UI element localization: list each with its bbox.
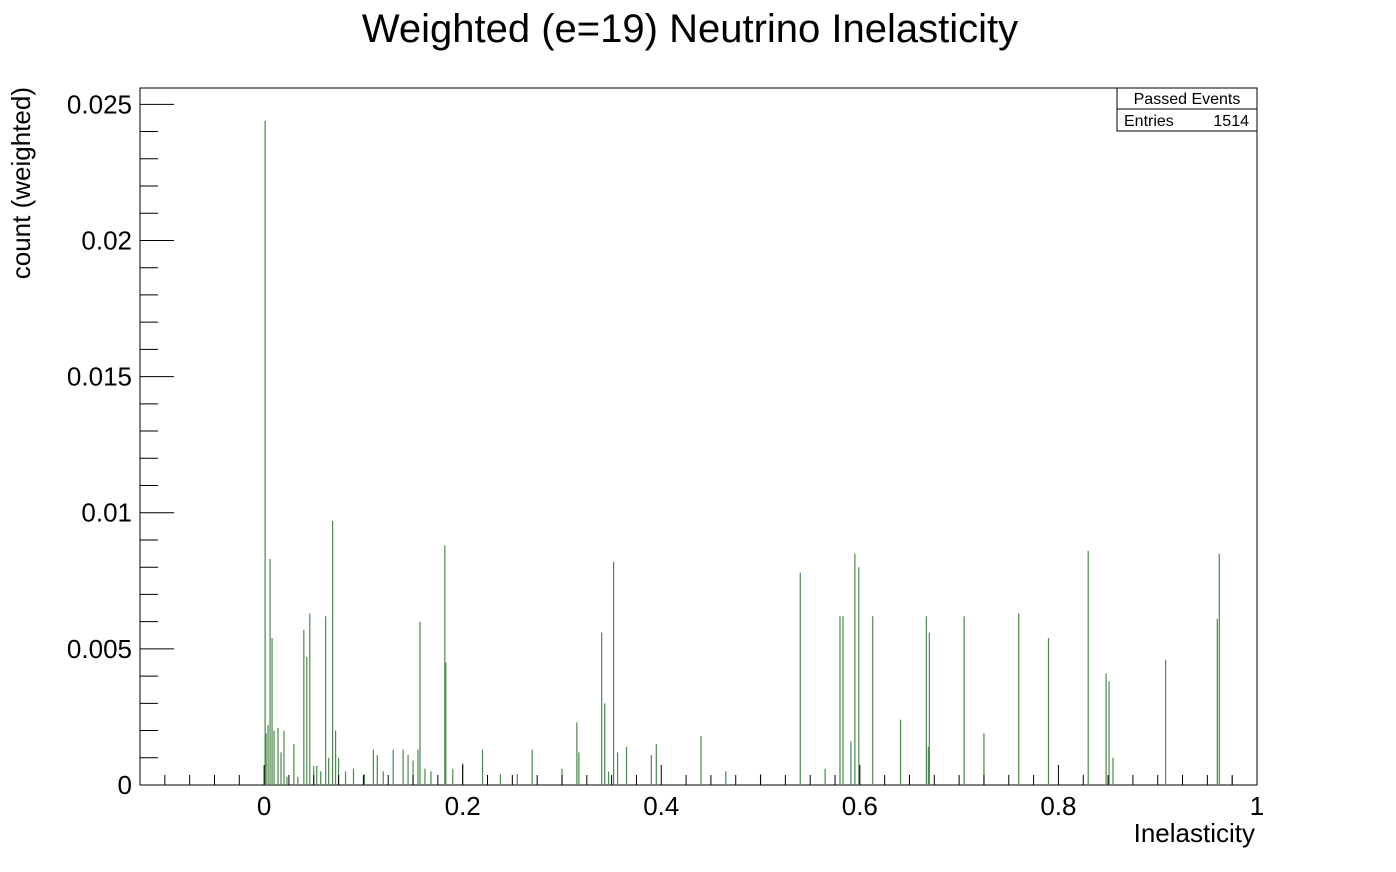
x-tick-label: 0.6 (842, 791, 878, 821)
chart-title: Weighted (e=19) Neutrino Inelasticity (362, 7, 1018, 51)
x-axis: 0 0.2 0.4 0.6 0.8 1 (139, 765, 1264, 821)
x-tick-label: 0 (257, 791, 271, 821)
x-tick-label: 0.8 (1040, 791, 1076, 821)
y-axis: 0 0.005 0.01 0.015 0.02 0.025 (67, 89, 174, 800)
y-axis-label: count (weighted) (6, 87, 36, 279)
y-tick-label: 0.015 (67, 362, 132, 392)
bars-layer (264, 120, 1233, 785)
y-tick-label: 0 (118, 770, 132, 800)
stats-header: Passed Events (1134, 91, 1241, 108)
stats-entries-value: 1514 (1213, 113, 1249, 130)
plot-frame (139, 87, 1258, 786)
stats-entries-label: Entries (1124, 113, 1174, 130)
y-tick-label: 0.025 (67, 89, 132, 119)
y-tick-label: 0.02 (81, 225, 132, 255)
stats-box: Passed Events Entries 1514 (1116, 87, 1258, 132)
x-tick-label: 0.2 (445, 791, 481, 821)
x-tick-label: 0.4 (643, 791, 679, 821)
y-tick-label: 0.01 (81, 498, 132, 528)
x-tick-label: 1 (1250, 791, 1264, 821)
y-tick-label: 0.005 (67, 634, 132, 664)
x-axis-label: Inelasticity (1134, 818, 1255, 848)
